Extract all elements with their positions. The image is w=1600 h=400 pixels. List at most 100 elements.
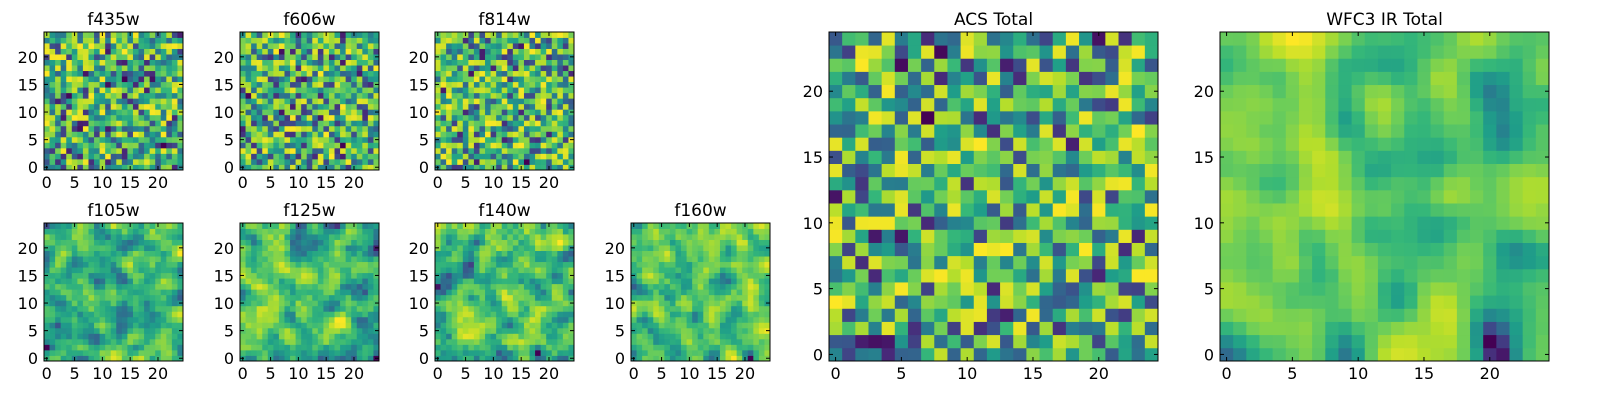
heatmap-cell [540,92,547,99]
heatmap-cell [144,164,151,171]
heatmap-cell [1039,176,1054,191]
heatmap-cell [171,322,178,329]
heatmap-cell [512,158,519,165]
heatmap-cell [351,43,358,49]
heatmap-cell [546,294,553,301]
heatmap-cell [1079,216,1093,230]
heatmap-cell [295,37,302,44]
heatmap-cell [251,153,258,160]
heatmap-cell [284,294,291,301]
heatmap-cell [301,147,308,154]
heatmap-cell [99,153,106,160]
heatmap-cell [507,355,514,362]
heatmap-cell [697,223,704,229]
heatmap-cell [290,120,296,127]
heatmap-cell [714,311,721,318]
heatmap-cell [842,255,856,270]
heatmap-cell [1000,282,1014,296]
heatmap-cell [496,344,503,351]
heatmap-cell [367,250,374,257]
heatmap-cell [894,242,909,257]
heatmap-cell [66,131,73,138]
heatmap-cell [262,125,269,132]
heatmap-cell [105,59,112,66]
heatmap-cell [473,355,480,362]
heatmap-cell [557,147,564,154]
heatmap-cell [60,228,67,235]
heatmap-cell [94,114,100,121]
heatmap-cell [373,114,380,121]
heatmap-cell [116,278,123,285]
heatmap-cell [697,283,704,290]
heatmap-cell [144,103,151,110]
heatmap-cell [66,223,73,229]
heatmap-cell [66,228,73,235]
heatmap-cell [501,333,508,340]
heatmap-cell [251,283,258,290]
heatmap-cell [160,239,167,246]
heatmap-cell [551,70,558,77]
heatmap-cell [44,349,50,356]
heatmap-cell [681,261,687,268]
heatmap-cell [306,120,313,127]
heatmap-cell [144,125,151,132]
heatmap-cell [546,92,553,99]
heatmap-cell [664,283,671,290]
heatmap-cell [973,308,988,322]
heatmap-cell [451,349,458,356]
heatmap-cell [177,228,184,235]
heatmap-cell [440,278,447,285]
heatmap-cell [518,228,525,235]
heatmap-cell [256,87,263,94]
heatmap-cell [351,234,358,240]
heatmap-cell [697,333,704,340]
heatmap-cell [351,65,358,72]
heatmap-cell [507,250,514,257]
heatmap-cell [88,278,95,285]
heatmap-cell [356,256,363,263]
heatmap-cell [731,223,738,229]
heatmap-cell [345,300,352,307]
heatmap-cell [262,114,269,121]
heatmap-cell [546,76,553,83]
heatmap-cell [166,164,173,171]
heatmap-cell [535,54,542,60]
heatmap-cell [631,234,637,240]
heatmap-cell [306,158,313,165]
heatmap-cell [747,223,754,229]
heatmap-cell [1013,308,1027,322]
heatmap-cell [340,289,347,296]
heatmap-cell [71,59,78,66]
heatmap-cell [518,344,525,351]
heatmap-cell [473,48,480,55]
heatmap-cell [323,267,330,274]
heatmap-cell [127,311,134,318]
x-tick-label: 5 [460,173,470,192]
heatmap-cell [540,125,547,132]
heatmap-cell [518,261,525,268]
heatmap-cell [116,136,123,143]
heatmap-cell [290,125,296,132]
heatmap-cell [340,131,347,138]
heatmap-cell [138,327,145,334]
heatmap-cell [446,48,453,55]
heatmap-cell [251,147,258,154]
heatmap-cell [636,250,643,257]
heatmap-cell [551,333,558,340]
heatmap-cell [551,87,558,94]
heatmap-cell [562,164,569,171]
heatmap-cell [551,43,558,49]
heatmap-cell [1105,334,1119,349]
heatmap-cell [457,120,464,127]
heatmap-cell [49,305,56,312]
heatmap-cell [66,103,73,110]
heatmap-cell [55,289,62,296]
heatmap-cell [245,158,252,165]
heatmap-cell [345,355,352,362]
heatmap-cell [71,234,78,240]
heatmap-cell [278,349,285,356]
heatmap-cell [94,228,100,235]
x-tick-label: 0 [433,173,443,192]
heatmap-cell [446,125,453,132]
heatmap-cell [960,189,975,204]
